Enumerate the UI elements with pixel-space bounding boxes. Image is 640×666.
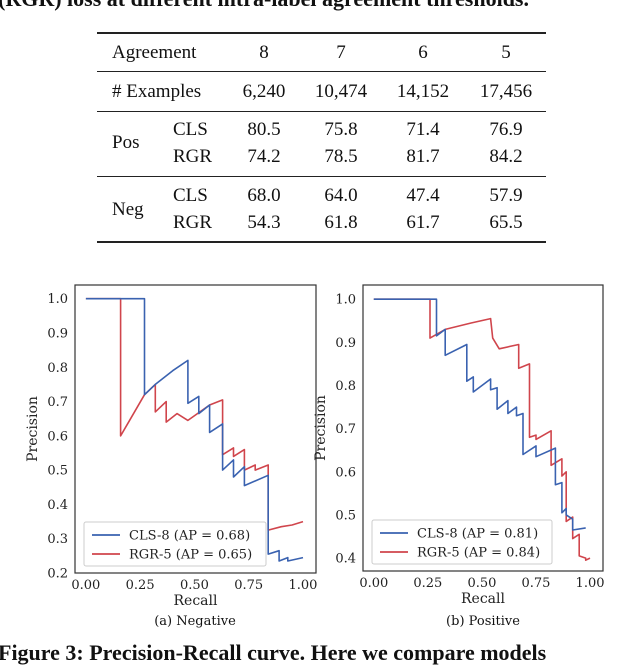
table-cell: 78.5: [324, 146, 358, 167]
header-col: 7: [336, 42, 346, 63]
y-axis-label: Precision: [313, 395, 329, 461]
table-cell: 68.0: [247, 185, 281, 206]
legend: CLS-8 (AP = 0.81) RGR-5 (AP = 0.84): [371, 519, 553, 565]
header-col: 6: [418, 42, 428, 63]
table-cell: 81.7: [406, 146, 440, 167]
table-cell: 64.0: [324, 185, 358, 206]
examples-value: 10,474: [314, 81, 368, 102]
y-tick-label: 0.7: [47, 395, 68, 410]
examples-value: 14,152: [396, 81, 450, 102]
table-cell: 54.3: [247, 212, 281, 233]
legend: CLS-8 (AP = 0.68) RGR-5 (AP = 0.65): [83, 521, 267, 567]
legend-label: RGR-5 (AP = 0.65): [129, 548, 252, 563]
table-cell: 57.9: [489, 185, 523, 206]
series-line-cls: [85, 297, 304, 562]
y-tick-label: 0.2: [47, 567, 68, 582]
table-cell: 71.4: [406, 119, 440, 140]
series-line-rgr: [373, 298, 591, 562]
y-tick-label: 0.9: [47, 327, 68, 342]
table-cell: 65.5: [489, 212, 523, 233]
table-bottom-rule: [97, 241, 546, 243]
subcaption-positive: (b) Positive: [446, 614, 520, 629]
legend-label: CLS-8 (AP = 0.68): [129, 529, 250, 544]
header-col: 5: [501, 42, 511, 63]
series-line-cls: [373, 298, 586, 531]
row-label: RGR: [173, 146, 213, 167]
group-label-pos: Pos: [112, 132, 140, 153]
x-tick-label: 1.00: [288, 578, 317, 593]
group-label-neg: Neg: [112, 199, 144, 220]
y-tick-label: 0.3: [47, 532, 68, 547]
chart-negative: 0.00 0.25 0.50 0.75 1.00 0.2 0.3 0.4 0.5 0.6 0.7 0.…: [25, 284, 317, 609]
y-tick-label: 0.6: [335, 465, 356, 480]
caption-top: (RGR) loss at different intra-label agre…: [0, 0, 529, 12]
examples-value: 17,456: [479, 81, 533, 102]
y-tick-label: 0.8: [47, 361, 68, 376]
subcaption-negative: (a) Negative: [154, 614, 236, 629]
caption-bottom: Figure 3: Precision-Recall curve. Here w…: [0, 640, 547, 665]
x-tick-label: 0.25: [126, 578, 155, 593]
chart-positive: 0.00 0.25 0.50 0.75 1.00 0.4 0.5 0.6 0.7 0.8 0.9 1.…: [313, 284, 605, 607]
header-agreement: Agreement: [112, 42, 197, 63]
table-cell: 47.4: [406, 185, 440, 206]
y-tick-label: 0.7: [335, 422, 356, 437]
examples-label: # Examples: [112, 81, 202, 102]
legend-frame: [83, 521, 267, 567]
legend-frame: [371, 519, 553, 565]
y-tick-label: 0.4: [47, 498, 68, 513]
x-tick-label: 0.25: [413, 576, 442, 591]
table-cell: 61.7: [406, 212, 440, 233]
y-tick-label: 0.5: [47, 464, 68, 479]
x-tick-label: 0.00: [359, 576, 388, 591]
table-top-rule: [97, 32, 546, 34]
y-tick-label: 0.6: [47, 429, 68, 444]
examples-value: 6,240: [242, 81, 286, 102]
header-col: 8: [259, 42, 269, 63]
y-tick-label: 0.8: [335, 379, 356, 394]
y-tick-label: 1.0: [47, 292, 68, 307]
x-tick-label: 0.50: [180, 578, 209, 593]
table-rule: [97, 176, 546, 177]
y-tick-label: 0.4: [335, 552, 356, 567]
table-cell: 61.8: [324, 212, 358, 233]
x-tick-label: 0.75: [521, 576, 550, 591]
table-rule: [97, 111, 546, 112]
x-axis-label: Recall: [461, 591, 505, 607]
table-rule: [97, 71, 546, 72]
x-tick-label: 0.75: [234, 578, 263, 593]
row-label: RGR: [173, 212, 213, 233]
table-cell: 75.8: [324, 119, 358, 140]
y-tick-label: 0.5: [335, 508, 356, 523]
row-label: CLS: [173, 185, 208, 206]
legend-label: RGR-5 (AP = 0.84): [417, 546, 540, 561]
x-axis-label: Recall: [174, 593, 218, 609]
x-tick-label: 0.50: [467, 576, 496, 591]
row-label: CLS: [173, 119, 208, 140]
table-cell: 74.2: [247, 146, 281, 167]
x-tick-label: 0.00: [71, 578, 100, 593]
y-axis-label: Precision: [25, 396, 41, 462]
table-cell: 84.2: [489, 146, 523, 167]
y-tick-label: 1.0: [335, 293, 356, 308]
legend-label: CLS-8 (AP = 0.81): [417, 527, 538, 542]
y-tick-label: 0.9: [335, 336, 356, 351]
table-cell: 80.5: [247, 119, 281, 140]
x-tick-label: 1.00: [576, 576, 605, 591]
table-cell: 76.9: [489, 119, 523, 140]
